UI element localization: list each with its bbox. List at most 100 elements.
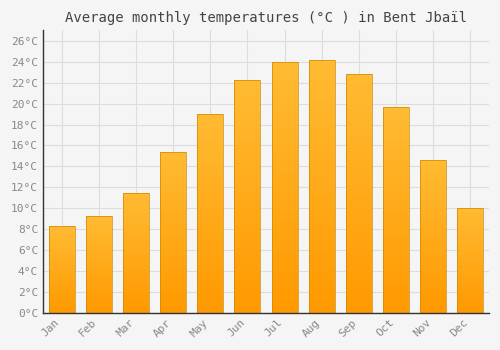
Bar <box>160 181 186 182</box>
Bar <box>308 237 334 239</box>
Bar <box>86 247 112 248</box>
Bar <box>272 232 297 235</box>
Bar <box>346 79 372 82</box>
Bar <box>420 262 446 264</box>
Bar <box>346 236 372 239</box>
Bar <box>48 277 74 278</box>
Bar <box>160 275 186 277</box>
Bar <box>234 222 260 224</box>
Bar <box>48 289 74 290</box>
Bar <box>48 244 74 245</box>
Bar <box>272 210 297 212</box>
Bar <box>86 276 112 277</box>
Bar <box>234 273 260 275</box>
Bar <box>48 264 74 265</box>
Bar <box>346 132 372 134</box>
Bar <box>123 268 149 270</box>
Bar <box>420 278 446 279</box>
Bar <box>308 189 334 191</box>
Bar <box>197 164 223 166</box>
Bar <box>272 190 297 192</box>
Bar <box>420 273 446 274</box>
Bar <box>48 229 74 230</box>
Bar <box>86 303 112 304</box>
Bar <box>86 265 112 266</box>
Bar <box>234 184 260 187</box>
Bar <box>197 227 223 229</box>
Bar <box>160 160 186 161</box>
Bar <box>272 195 297 197</box>
Bar <box>383 203 409 205</box>
Bar <box>272 74 297 77</box>
Bar <box>272 102 297 104</box>
Bar <box>123 238 149 239</box>
Bar <box>48 307 74 308</box>
Bar <box>123 253 149 254</box>
Bar <box>383 173 409 175</box>
Bar <box>123 267 149 268</box>
Bar <box>197 132 223 134</box>
Bar <box>272 167 297 170</box>
Bar <box>383 121 409 123</box>
Bar <box>308 151 334 153</box>
Bar <box>308 275 334 277</box>
Bar <box>234 245 260 247</box>
Bar <box>123 256 149 257</box>
Bar <box>383 245 409 247</box>
Bar <box>458 273 483 274</box>
Bar <box>420 299 446 300</box>
Bar <box>160 219 186 221</box>
Bar <box>383 263 409 265</box>
Bar <box>86 296 112 297</box>
Bar <box>86 258 112 259</box>
Bar <box>308 247 334 250</box>
Bar <box>383 156 409 158</box>
Bar <box>123 236 149 238</box>
Bar <box>123 215 149 216</box>
Bar <box>420 238 446 239</box>
Bar <box>346 274 372 277</box>
Bar <box>234 292 260 294</box>
Bar <box>308 163 334 166</box>
Bar <box>48 287 74 288</box>
Bar <box>86 310 112 311</box>
Bar <box>123 303 149 304</box>
Bar <box>346 222 372 224</box>
Bar <box>420 293 446 294</box>
Bar <box>308 242 334 244</box>
Bar <box>346 174 372 177</box>
Bar <box>272 157 297 160</box>
Bar <box>420 209 446 210</box>
Bar <box>86 274 112 275</box>
Bar <box>123 295 149 296</box>
Bar <box>383 130 409 132</box>
Bar <box>160 308 186 309</box>
Bar <box>234 135 260 138</box>
Bar <box>160 190 186 192</box>
Bar <box>160 197 186 198</box>
Bar <box>458 247 483 248</box>
Bar <box>420 162 446 163</box>
Bar <box>458 261 483 262</box>
Bar <box>308 103 334 105</box>
Bar <box>272 275 297 278</box>
Bar <box>234 119 260 121</box>
Bar <box>420 169 446 171</box>
Bar <box>123 227 149 228</box>
Bar <box>272 255 297 258</box>
Bar <box>383 255 409 257</box>
Bar <box>272 84 297 87</box>
Bar <box>383 218 409 220</box>
Bar <box>308 62 334 65</box>
Bar <box>123 282 149 283</box>
Bar <box>420 259 446 261</box>
Bar <box>383 214 409 216</box>
Bar <box>458 272 483 273</box>
Bar <box>123 258 149 259</box>
Bar <box>272 295 297 298</box>
Bar <box>458 211 483 212</box>
Bar <box>48 261 74 262</box>
Bar <box>383 240 409 243</box>
Bar <box>346 232 372 234</box>
Bar <box>123 297 149 298</box>
